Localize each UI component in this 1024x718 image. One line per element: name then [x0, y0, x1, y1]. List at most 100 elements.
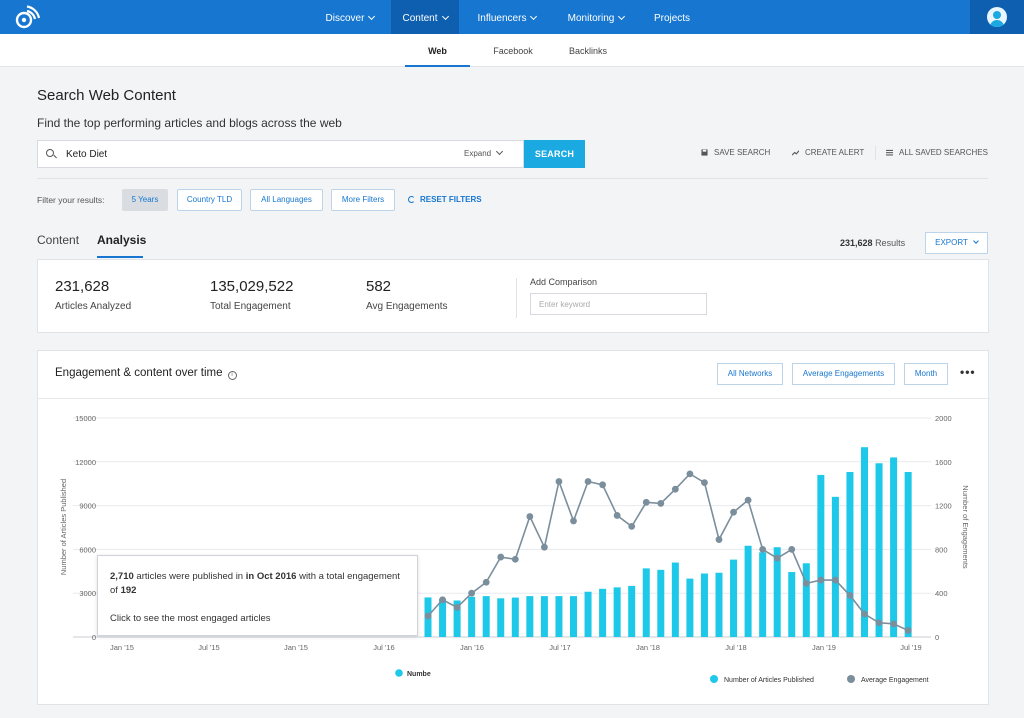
filter-more-filters[interactable]: More Filters [331, 189, 395, 211]
y2-tick-label: 400 [935, 589, 948, 598]
nav-item-influencers[interactable]: Influencers [465, 0, 549, 34]
expand-toggle[interactable]: Expand [464, 141, 504, 167]
search-input[interactable] [66, 145, 446, 163]
bar [802, 563, 810, 637]
bar [482, 596, 490, 637]
nav-item-label: Content [402, 13, 438, 24]
stat-avg-engagements-value: 582 [366, 278, 392, 295]
more-options-icon[interactable]: ••• [960, 365, 976, 379]
tooltip-text: with a total engagement of [110, 571, 400, 596]
line-point [846, 591, 854, 599]
nav-item-monitoring[interactable]: Monitoring [556, 0, 636, 34]
nav-item-discover[interactable]: Discover [313, 0, 387, 34]
bar [730, 559, 738, 637]
chevron-down-icon [441, 12, 449, 21]
tab-content[interactable]: Content [37, 233, 80, 247]
chevron-down-icon [530, 12, 538, 21]
bar [744, 545, 752, 637]
filter-5-years[interactable]: 5 Years [122, 189, 168, 211]
y-tick-label: 3000 [79, 589, 96, 598]
x-tick-label: Jul '17 [549, 643, 570, 652]
filter-all-languages[interactable]: All Languages [250, 189, 323, 211]
bar [657, 569, 665, 637]
user-menu[interactable] [970, 0, 1024, 34]
line-point [599, 481, 606, 489]
line-point [439, 596, 446, 604]
x-tick-label: Jan '18 [636, 643, 660, 652]
filter-country-tld[interactable]: Country TLD [177, 189, 242, 211]
bar [540, 596, 548, 637]
line-point [701, 479, 708, 487]
action-divider [875, 146, 876, 160]
floppy-disk-icon [701, 149, 708, 156]
line-point [832, 576, 839, 584]
line-point [628, 523, 636, 530]
chevron-down-icon [368, 12, 376, 21]
comparison-divider [516, 278, 517, 318]
tab-analysis[interactable]: Analysis [97, 233, 147, 247]
bar [773, 547, 781, 637]
export-button[interactable]: EXPORT [925, 232, 988, 254]
stat-articles-analyzed-value: 231,628 [55, 278, 110, 295]
nav-item-projects[interactable]: Projects [645, 0, 699, 34]
search-button[interactable]: SEARCH [524, 140, 585, 168]
search-icon [46, 149, 54, 157]
line-point [642, 498, 650, 506]
x-tick-label: Jul '18 [725, 643, 746, 652]
reset-filters-button[interactable]: RESET FILTERS [408, 195, 482, 204]
create-alert-button[interactable]: CREATE ALERT [792, 148, 864, 157]
chevron-down-icon [973, 238, 979, 244]
bar [555, 596, 563, 637]
info-icon[interactable]: i [227, 371, 237, 380]
bar [570, 596, 577, 637]
line-point [453, 604, 461, 611]
line-point [773, 554, 781, 562]
chart-tooltip[interactable]: 2,710 articles were published in in Oct … [97, 555, 418, 636]
line-point [482, 578, 490, 586]
user-avatar-icon[interactable] [987, 7, 1007, 27]
y2-tick-label: 1200 [935, 502, 952, 511]
tooltip-text: articles were published in [136, 571, 244, 582]
nav-item-label: Discover [325, 13, 365, 24]
page-title: Search Web Content [37, 87, 176, 104]
legend-fragment-label: Numbe [407, 671, 431, 678]
tooltip-month: in Oct 2016 [245, 571, 297, 582]
line-point [511, 555, 519, 563]
y2-tick-label: 800 [935, 545, 948, 554]
save-search-label: SAVE SEARCH [714, 148, 771, 157]
bar [511, 597, 519, 637]
line-point [613, 512, 621, 519]
y-tick-label: 9000 [79, 502, 96, 511]
line-point [584, 478, 592, 485]
subtab-backlinks[interactable]: Backlinks [568, 46, 607, 56]
divider [37, 178, 988, 179]
line-point [424, 612, 432, 620]
all-networks-button[interactable]: All Networks [717, 363, 783, 385]
bar [468, 596, 476, 637]
stat-total-engagement-value: 135,029,522 [210, 278, 294, 295]
line-point [759, 546, 767, 553]
x-tick-label: Jul '15 [198, 643, 219, 652]
bar [904, 472, 912, 637]
y-tick-label: 15000 [75, 414, 96, 423]
line-point [686, 470, 694, 478]
tooltip-cta[interactable]: Click to see the most engaged articles [110, 613, 271, 624]
list-icon [886, 149, 893, 156]
average-engagements-button[interactable]: Average Engagements [792, 363, 895, 385]
bar [686, 578, 694, 637]
subtab-web[interactable]: Web [405, 34, 470, 67]
bar [439, 599, 447, 637]
all-saved-searches-button[interactable]: ALL SAVED SEARCHES [886, 148, 988, 157]
comparison-keyword-input[interactable] [530, 293, 707, 315]
x-tick-label: Jul '19 [900, 643, 921, 652]
nav-item-label: Projects [653, 13, 691, 24]
subtab-facebook[interactable]: Facebook [493, 46, 533, 56]
bar [613, 587, 621, 637]
line-point [802, 579, 810, 587]
nav-item-label: Monitoring [567, 13, 615, 24]
save-search-button[interactable]: SAVE SEARCH [701, 148, 770, 157]
nav-item-content[interactable]: Content [391, 0, 459, 34]
month-button[interactable]: Month [904, 363, 948, 385]
chart-divider [38, 398, 990, 399]
logo-icon[interactable] [14, 5, 40, 29]
